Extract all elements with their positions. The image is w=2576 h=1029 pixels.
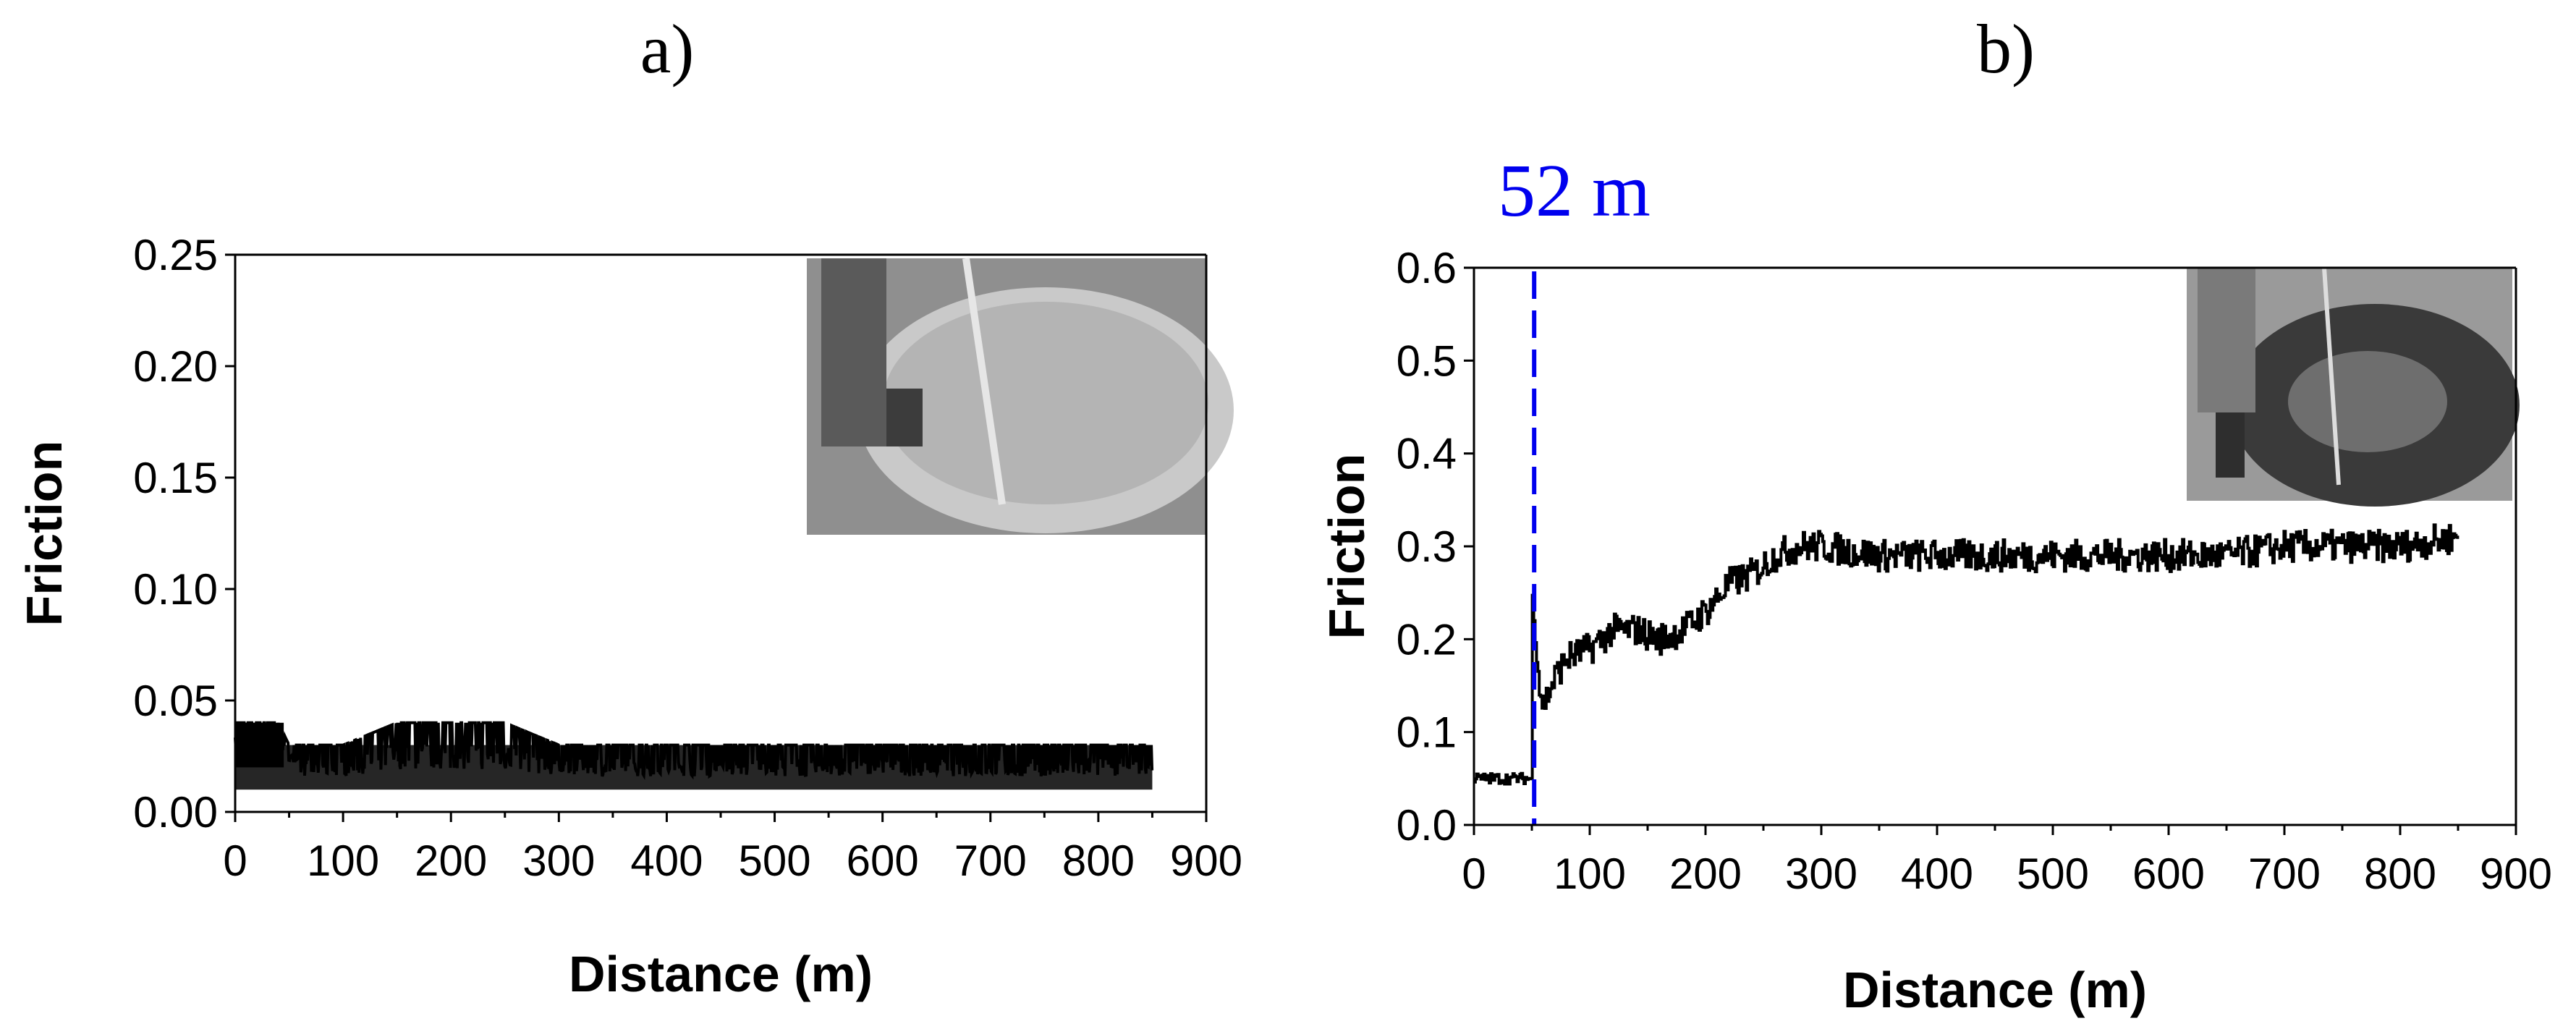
x-tick-label-a: 600 [847,837,919,885]
friction-band-start-a [235,722,284,768]
inset-wear-track-b [2288,351,2447,452]
y-axis-title-b: Friction [1318,454,1375,640]
friction-trace-a [234,721,1154,790]
inset-pin-b [2216,412,2245,478]
x-tick-label-b: 800 [2364,850,2436,898]
y-tick-label-a: 0.20 [133,342,218,391]
x-tick-label-a: 100 [307,837,379,885]
inset-photo-a [807,258,1234,535]
axes-a: 0 100 200 300 400 500 600 700 800 900 0.00 0.05 0.10… [133,231,1242,885]
x-tick-label-a: 0 [223,837,247,885]
x-tick-label-b: 300 [1785,850,1857,898]
y-tick-label-a: 0.15 [133,454,218,502]
x-tick-label-a: 400 [630,837,703,885]
x-tick-label-a: 900 [1170,837,1242,885]
inset-pin-holder-b [2198,268,2255,412]
panel-label-a: a) [640,10,695,88]
x-tick-label-a: 200 [415,837,487,885]
inset-stream-a [962,258,1006,505]
x-tick-label-a: 300 [522,837,595,885]
x-tick-label-b: 700 [2248,850,2321,898]
chart-a: a) 0 100 200 300 400 500 600 700 800 9000.000.050… [16,10,1242,1002]
x-tick-label-a: 500 [739,837,811,885]
x-axis-title-a: Distance (m) [569,946,873,1002]
x-tick-label-b: 0 [1462,850,1486,898]
annotation-label-52m: 52 m [1498,149,1651,232]
inset-pin-a [886,389,923,446]
x-tick-label-b: 400 [1901,850,1973,898]
axes-b: 0 100 200 300 400 500 600 700 800 900 0.0 0.1 0.2 0.3… [1397,244,2552,898]
friction-trace-b [1473,523,2460,786]
friction-band-a [235,745,1153,790]
y-tick-label-a: 0.25 [133,231,218,279]
x-axis-title-b: Distance (m) [1843,962,2147,1018]
friction-line-b [1473,523,2460,786]
chart-b: b) 0 100 200 300 400 500 600 700 800 900 0.0 0.1 0.2… [1318,10,2552,1018]
y-tick-label-b: 0.6 [1397,244,1457,292]
inset-disk-surface-a [883,302,1208,504]
y-tick-label-a: 0.00 [133,788,218,837]
x-tick-label-b: 500 [2017,850,2089,898]
x-tick-label-b: 100 [1554,850,1626,898]
panel-label-b: b) [1977,10,2035,88]
inset-pin-holder-a [821,258,886,446]
y-tick-label-b: 0.0 [1397,801,1457,850]
x-tick-label-b: 600 [2132,850,2205,898]
x-tick-label-a: 700 [954,837,1027,885]
y-tick-label-b: 0.2 [1397,615,1457,664]
y-tick-label-a: 0.10 [133,565,218,614]
inset-stream-b [2322,267,2341,486]
y-tick-label-a: 0.05 [133,677,218,725]
y-axis-title-a: Friction [16,441,72,627]
inset-photo-b [2187,267,2520,507]
y-tick-label-b: 0.1 [1397,708,1457,757]
x-tick-label-b: 200 [1669,850,1742,898]
y-tick-label-b: 0.4 [1397,430,1457,478]
x-tick-label-b: 900 [2480,850,2552,898]
x-tick-label-a: 800 [1062,837,1135,885]
y-tick-label-b: 0.5 [1397,336,1457,385]
y-tick-label-b: 0.3 [1397,522,1457,571]
